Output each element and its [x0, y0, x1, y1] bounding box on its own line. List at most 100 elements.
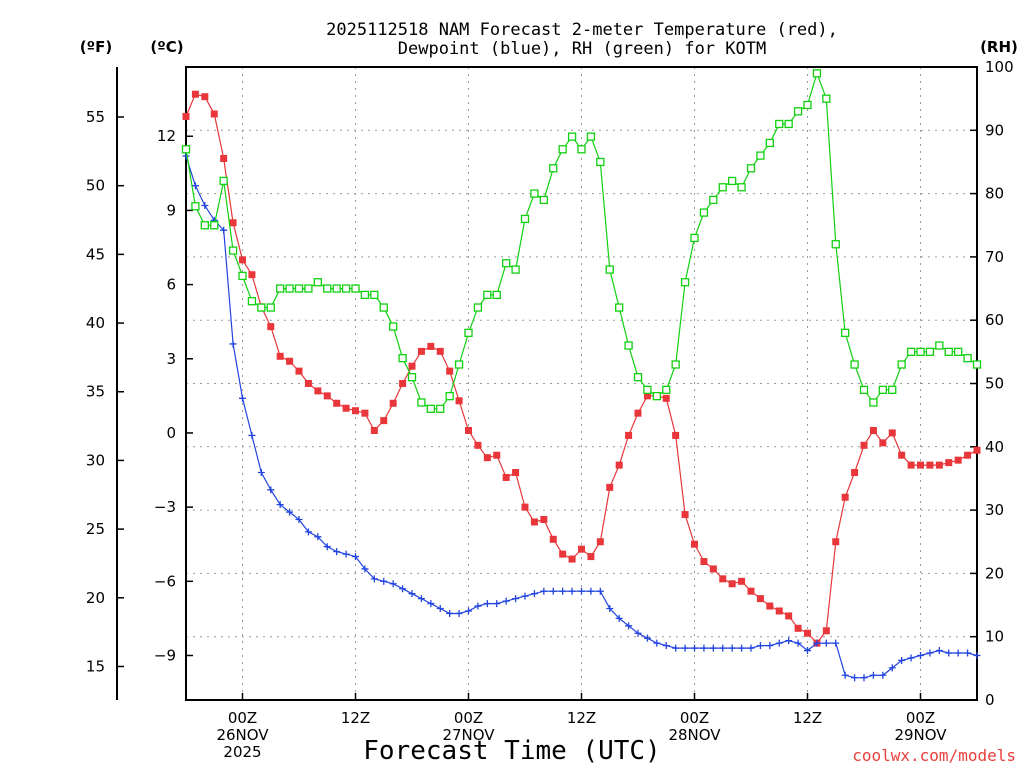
2-meter-temperature-point [615, 461, 623, 469]
x-axis-label: Forecast Time (UTC) [363, 736, 660, 766]
rh-tick-label: 0 [985, 691, 995, 709]
dewpoint-point [446, 609, 454, 617]
rh-point [812, 69, 822, 78]
rh-point [756, 151, 765, 160]
rh-point [379, 303, 388, 312]
rh-tick-label: 90 [985, 121, 1004, 139]
dewpoint-point [408, 590, 416, 598]
rh-point [737, 183, 746, 192]
rh-point [709, 195, 718, 205]
rh-unit-label: (RH) [980, 38, 1018, 56]
rh-point [257, 303, 266, 312]
x-tick-label: 2025 [223, 743, 261, 761]
dewpoint-point [879, 671, 887, 679]
2-meter-temperature-point [888, 429, 896, 437]
rh-point [897, 360, 906, 369]
2-meter-temperature-point [606, 483, 614, 491]
dewpoint-point [681, 644, 689, 652]
2-meter-temperature-point [879, 439, 887, 447]
x-tick-label: 12Z [567, 709, 596, 727]
dewpoint-point [662, 642, 670, 650]
rh-point [313, 278, 322, 287]
x-tick-label: 29NOV [894, 726, 947, 744]
dewpoint-point [276, 501, 284, 509]
rh-point [389, 322, 398, 331]
rh-point [954, 347, 963, 357]
dewpoint-point [436, 605, 444, 613]
dewpoint-point [756, 642, 764, 650]
celsius-tick-label: −3 [154, 498, 176, 516]
2-meter-temperature-point [804, 629, 811, 637]
2-meter-temperature-point [766, 602, 774, 610]
fahrenheit-tick-label: 45 [86, 245, 105, 263]
2-meter-temperature-point [954, 456, 962, 464]
2-meter-temperature-point [314, 387, 322, 395]
x-tick-label: 00Z [680, 709, 709, 727]
dewpoint-point [832, 639, 840, 647]
rh-point [200, 221, 209, 230]
rh-point [718, 183, 727, 192]
2-meter-temperature-point [239, 256, 246, 264]
dewpoint-point [634, 629, 642, 637]
rh-point [436, 404, 445, 413]
chart-title-line2: Dewpoint (blue), RH (green) for KOTM [398, 39, 766, 59]
dewpoint-point [926, 649, 934, 657]
chart-gridlines [186, 67, 977, 700]
x-tick-label: 27NOV [442, 726, 495, 744]
dewpoint-point [295, 515, 303, 523]
dewpoint-point [935, 647, 943, 655]
rh-point [633, 373, 643, 382]
rh-tick-label: 30 [985, 501, 1004, 519]
rh-point [699, 208, 709, 217]
2-meter-temperature-point [549, 535, 557, 543]
rh-point [746, 164, 756, 173]
dewpoint-point [182, 152, 190, 160]
rh-point [944, 347, 953, 357]
2-meter-temperature-point [945, 459, 953, 467]
rh-point [426, 404, 435, 413]
rh-point [530, 189, 539, 198]
x-tick-label: 26NOV [216, 726, 269, 744]
rh-point [784, 119, 793, 129]
dewpoint-point [596, 587, 604, 595]
rh-point [492, 290, 501, 300]
dewpoint-point [568, 587, 576, 595]
celsius-tick-label: 12 [157, 127, 176, 145]
credit-text: coolwx.com/models [852, 746, 1016, 765]
rh-point [407, 373, 417, 382]
rh-point [304, 284, 313, 293]
rh-point [775, 119, 784, 129]
2-meter-temperature-point [370, 426, 378, 434]
dewpoint-point [813, 639, 821, 647]
fahrenheit-tick-label: 40 [86, 314, 105, 332]
dewpoint-point [653, 639, 661, 647]
rh-point [228, 246, 238, 255]
celsius-tick-label: 6 [166, 276, 176, 294]
2-meter-temperature-point [323, 392, 331, 400]
dewpoint-point [304, 528, 312, 536]
dewpoint-point [512, 595, 520, 603]
2-meter-temperature-point [427, 342, 435, 350]
dewpoint-point [314, 533, 322, 541]
2-meter-temperature-point [540, 515, 548, 523]
rh-point [454, 360, 464, 369]
rh-point [888, 385, 897, 394]
rh-point [935, 341, 944, 350]
dewpoint-point [239, 394, 246, 402]
chart-axes [116, 66, 978, 701]
fahrenheit-tick-label: 35 [86, 383, 105, 401]
rh-tick-label: 80 [985, 185, 1004, 203]
2-meter-temperature-point [182, 112, 190, 120]
2-meter-temperature-point [738, 577, 746, 585]
2-meter-temperature-point [756, 595, 764, 603]
2-meter-temperature-point [841, 493, 849, 501]
2-meter-temperature-point [559, 550, 567, 558]
2-meter-temperature-point [728, 580, 736, 588]
rh-tick-label: 100 [985, 58, 1014, 76]
dewpoint-point [860, 674, 868, 682]
dewpoint-point [794, 639, 802, 647]
dewpoint-point [672, 644, 680, 652]
dewpoint-point [427, 600, 435, 608]
dewpoint-point [352, 553, 359, 561]
rh-point [370, 290, 379, 300]
